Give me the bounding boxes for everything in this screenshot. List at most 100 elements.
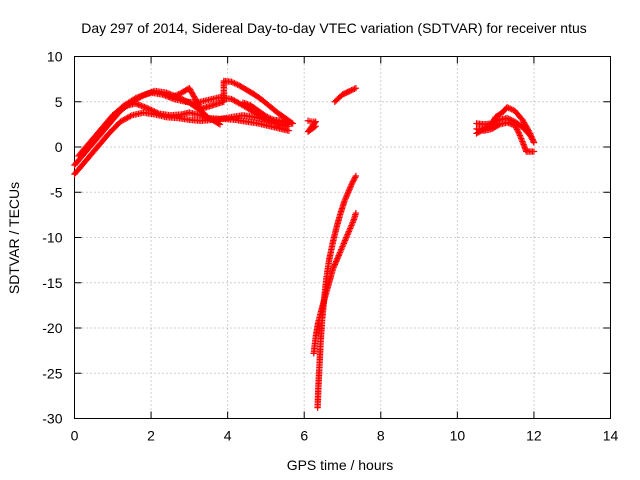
data-point [341, 198, 348, 205]
data-point [154, 109, 161, 117]
data-markers [71, 77, 538, 411]
series-arc-m [473, 114, 538, 146]
data-point [278, 117, 285, 124]
data-point [346, 186, 353, 193]
data-point [341, 237, 349, 244]
data-point [340, 240, 347, 247]
data-point [332, 258, 340, 265]
data-point [347, 223, 354, 231]
data-point [530, 139, 538, 146]
data-point [311, 123, 318, 131]
data-point [349, 86, 357, 93]
data-point [348, 181, 355, 188]
data-point [215, 120, 222, 127]
data-point [503, 114, 511, 122]
data-point [346, 87, 354, 95]
x-tick-label: 8 [377, 428, 385, 444]
y-tick-label: 5 [55, 94, 63, 110]
data-point [178, 96, 186, 103]
data-point [232, 80, 240, 88]
data-point [345, 229, 352, 237]
data-point [346, 184, 354, 191]
data-point [342, 195, 349, 202]
data-point [352, 172, 360, 180]
data-point [529, 136, 536, 143]
data-point [191, 94, 198, 102]
data-point [342, 235, 349, 243]
data-point [333, 256, 340, 264]
data-point [528, 134, 535, 142]
data-point [530, 148, 538, 155]
data-point [506, 105, 514, 112]
data-point [175, 90, 182, 98]
data-point [189, 90, 196, 97]
data-point [505, 115, 512, 122]
data-point [508, 117, 515, 124]
data-point [148, 106, 155, 114]
data-point [345, 187, 353, 194]
data-point [264, 113, 271, 121]
data-point [339, 243, 346, 250]
data-point [352, 84, 360, 92]
data-point [187, 87, 195, 95]
y-tick-label: -15 [42, 275, 62, 291]
data-point [279, 118, 286, 125]
data-point [529, 137, 537, 145]
data-point [344, 231, 351, 238]
data-point [514, 127, 522, 135]
chart-title: Day 297 of 2014, Sidereal Day-to-day VTE… [81, 20, 587, 36]
data-point [335, 252, 342, 259]
data-point [149, 107, 157, 114]
data-point [336, 250, 343, 258]
data-point [341, 196, 349, 203]
data-point [268, 115, 276, 123]
data-point [265, 114, 273, 121]
data-point [348, 180, 356, 187]
data-point [349, 219, 356, 226]
data-point [285, 121, 293, 128]
data-point [516, 130, 523, 138]
axis-ticks: 0 2 4 6 8 10 12 14 -30 -25 -20 -15 -10 -5 0 5 10 [42, 49, 618, 444]
data-point [516, 132, 524, 139]
data-point [339, 241, 347, 249]
y-axis-label: SDTVAR / TECUs [6, 182, 22, 294]
data-point [330, 264, 337, 271]
data-point [515, 129, 522, 136]
data-point [176, 90, 184, 97]
data-point [503, 103, 511, 111]
data-point [331, 262, 338, 270]
y-tick-label: -20 [42, 320, 62, 336]
data-point [234, 81, 241, 88]
data-point [186, 86, 194, 93]
y-tick-label: 10 [47, 49, 63, 65]
data-point [517, 133, 524, 141]
data-point [344, 190, 351, 197]
data-point [517, 135, 525, 142]
data-point [145, 105, 152, 112]
data-point [195, 101, 202, 109]
data-point [188, 89, 195, 96]
x-tick-label: 0 [71, 428, 79, 444]
series-arc-h [314, 172, 360, 411]
data-point [284, 120, 291, 127]
data-point [508, 106, 515, 113]
data-point [350, 217, 357, 225]
data-point [345, 228, 353, 235]
data-point [493, 118, 500, 125]
data-point [144, 104, 151, 112]
data-point [351, 175, 358, 183]
data-point [343, 234, 350, 241]
data-point [350, 177, 357, 184]
data-point [152, 108, 160, 116]
data-point [262, 113, 270, 120]
data-point [181, 97, 189, 104]
y-tick-label: -30 [42, 411, 62, 427]
data-point [189, 91, 197, 99]
series-arc-e [170, 77, 296, 127]
data-point [341, 238, 348, 246]
data-point [192, 96, 199, 103]
data-point [343, 232, 351, 240]
data-point [332, 259, 339, 267]
data-point [348, 222, 355, 229]
series-arc-b [71, 109, 293, 178]
